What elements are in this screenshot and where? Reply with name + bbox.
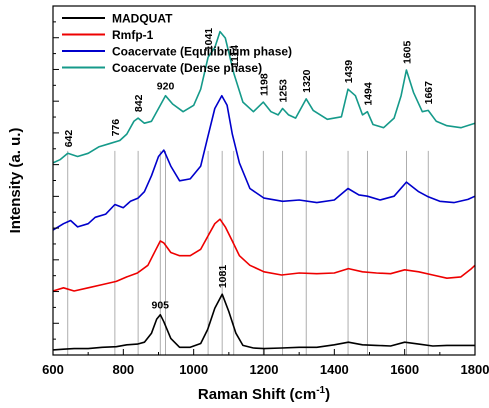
peak-label: 1041: [203, 28, 215, 52]
x-tick-label: 1600: [390, 362, 419, 377]
series-line: [52, 293, 475, 351]
x-axis-title: Raman Shift (cm-1): [198, 385, 330, 403]
peak-label: 1081: [217, 265, 229, 289]
peak-label: 905: [151, 300, 169, 312]
y-axis-title: Intensity (a. u.): [7, 128, 24, 234]
series-line: [52, 94, 476, 231]
x-axis-title-main: Raman Shift (cm: [198, 386, 316, 403]
legend-label: MADQUAT: [112, 12, 173, 26]
legend-label: Rmfp-1: [112, 28, 154, 42]
peak-label: 920: [157, 81, 175, 93]
legend-label: Coacervate (Equilibrium phase): [112, 45, 292, 59]
series-line: [52, 218, 476, 292]
peak-label: 1667: [423, 81, 435, 105]
peak-label: 1198: [258, 73, 270, 96]
spectrum-series: [52, 30, 476, 351]
x-axis-title-superscript: -1: [316, 385, 325, 396]
legend-label: Coacervate (Dense phase): [112, 61, 262, 75]
x-axis-title-end: ): [325, 386, 330, 403]
x-tick-label: 1800: [461, 362, 489, 377]
series-line: [52, 30, 476, 164]
peak-label: 642: [63, 130, 75, 148]
peak-label: 1320: [301, 69, 313, 93]
x-tick-label: 1400: [320, 362, 349, 377]
peak-labels: 642 776 842 905 920 1041 1081 1114 1198 1253 1320 1…: [63, 28, 435, 312]
peak-marker-lines: [67, 150, 429, 355]
peak-label: 1494: [362, 82, 374, 106]
x-tick-label: 800: [112, 362, 134, 377]
peak-label: 1114: [229, 45, 241, 67]
peak-label: 842: [133, 94, 145, 112]
legend: MADQUAT Rmfp-1 Coacervate (Equilibrium pha…: [62, 12, 292, 75]
x-tick-label: 1000: [179, 362, 208, 377]
peak-label: 1605: [401, 41, 413, 65]
x-tick-label: 600: [42, 362, 64, 377]
peak-label: 776: [110, 119, 122, 137]
axis-ticks: 600 800 1000 1200 1400 1600 1800: [42, 5, 489, 377]
peak-label: 1439: [343, 60, 355, 84]
x-tick-label: 1200: [250, 362, 279, 377]
peak-label: 1253: [278, 79, 290, 103]
